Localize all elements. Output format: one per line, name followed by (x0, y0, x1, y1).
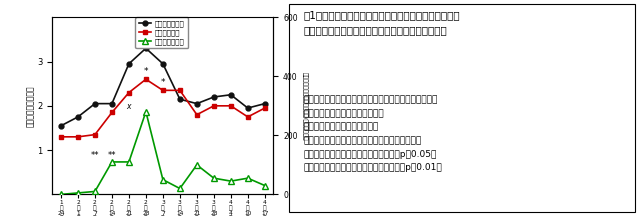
Text: **: ** (91, 151, 99, 160)
Legend: プラセボ飲用群, 被験品飲用群, スギ花粉飛散数: プラセボ飲用群, 被験品飲用群, スギ花粉飛散数 (136, 17, 188, 48)
Y-axis label: 鼻づまり（スコア）: 鼻づまり（スコア） (26, 85, 35, 127)
Y-axis label: 静岡での飛散スギ花粉数（個/平方センチ）: 静岡での飛散スギ花粉数（個/平方センチ） (302, 71, 307, 140)
Text: x: x (127, 102, 131, 111)
Text: *: * (161, 78, 165, 87)
Text: *: * (143, 67, 148, 76)
Text: 図1．　メチル化カテキン含有緑茶連続飲用によるスギ
　　　　花粉症症状悪化に対する効果（鼻づまり）: 図1． メチル化カテキン含有緑茶連続飲用によるスギ 花粉症症状悪化に対する効果（… (303, 11, 460, 35)
Text: 鼻づまりのスコアは１（何もなし）～５（一日中完全に
つまった）までの５段階で表す。
飲用は１月２７日～３月１９日
スギ花粉飛散数は静岡県花粉調査委員会の公表値
: 鼻づまりのスコアは１（何もなし）～５（一日中完全に つまった）までの５段階で表す… (303, 95, 442, 172)
Text: **: ** (108, 151, 116, 160)
